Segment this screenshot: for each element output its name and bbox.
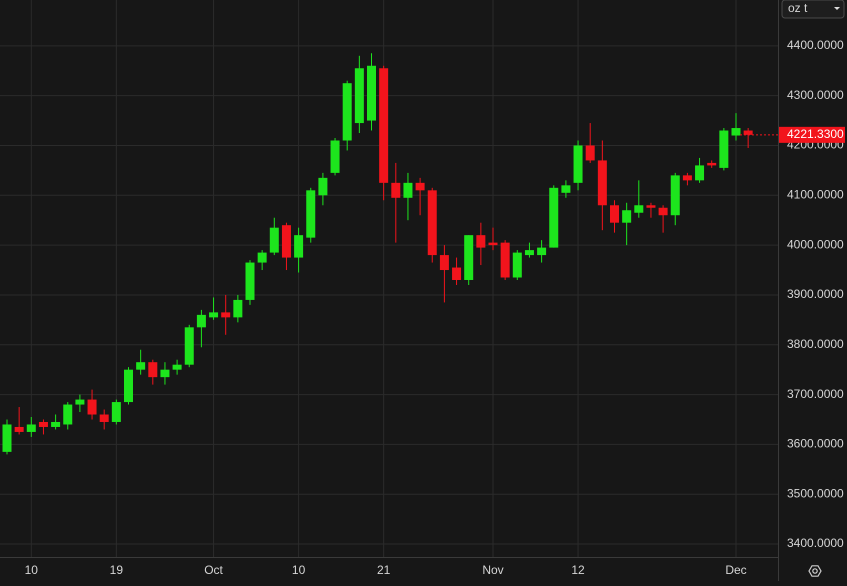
candle-body — [391, 182, 401, 198]
x-tick-label: Dec — [725, 563, 746, 577]
candle-body — [452, 267, 462, 280]
x-tick-label: 12 — [571, 563, 585, 577]
x-tick-label: 21 — [377, 563, 391, 577]
candle-body — [512, 252, 522, 278]
candle-body — [221, 312, 231, 318]
candle-body — [646, 205, 656, 208]
candle-body — [172, 364, 182, 370]
candle-body — [561, 185, 571, 193]
unit-dropdown[interactable]: oz t — [781, 0, 845, 19]
candle-body — [184, 327, 194, 365]
candle-body — [233, 299, 243, 318]
dropdown-arrow[interactable] — [834, 7, 840, 10]
candle-body — [537, 247, 547, 256]
candle-body — [367, 65, 376, 121]
y-tick-label: 3500.0000 — [787, 486, 844, 500]
candle-body — [585, 145, 595, 161]
candle-body — [63, 404, 73, 425]
y-tick-label: 4300.0000 — [787, 88, 844, 102]
candle-body — [695, 165, 705, 181]
x-tick-label: 10 — [25, 563, 39, 577]
candle-body — [26, 424, 36, 432]
candle-body — [549, 187, 559, 248]
candle-body — [14, 426, 24, 432]
candle-body — [464, 235, 474, 280]
candle-body — [354, 68, 364, 124]
candle-body — [136, 362, 146, 370]
x-tick-label: Oct — [204, 563, 223, 577]
candle-body — [38, 421, 48, 427]
y-tick-label: 3400.0000 — [787, 536, 844, 550]
candle-body — [257, 252, 267, 263]
candle-body — [427, 190, 437, 256]
candle-body — [294, 235, 304, 258]
settings-button[interactable] — [808, 565, 822, 577]
settings-icon[interactable] — [808, 565, 822, 577]
candle-body — [330, 140, 340, 173]
candle-body — [379, 68, 389, 183]
candle-body — [2, 424, 12, 452]
y-tick-label: 3700.0000 — [787, 387, 844, 401]
candle-body — [87, 399, 97, 415]
candle-body — [75, 399, 85, 405]
candle-body — [439, 255, 449, 271]
candle-body — [500, 242, 510, 278]
candle-body — [269, 227, 279, 253]
candle-body — [573, 145, 583, 183]
candle-body — [403, 182, 413, 198]
candle-body — [99, 414, 109, 422]
candle-body — [124, 369, 133, 403]
candle-body — [51, 421, 61, 427]
candle-body — [719, 130, 729, 168]
last-price-tag — [779, 126, 845, 143]
candle-body — [634, 205, 644, 213]
candle-body — [281, 225, 291, 258]
candle-body — [160, 369, 170, 378]
settings-icon-center[interactable] — [812, 568, 818, 574]
y-tick-label: 4000.0000 — [787, 237, 844, 251]
dropdown-label[interactable]: oz t — [788, 1, 808, 15]
candle-body — [415, 182, 425, 191]
y-tick-label: 3800.0000 — [787, 337, 844, 351]
candle-body — [209, 312, 219, 318]
dropdown-box[interactable] — [781, 0, 845, 19]
x-tick-label: 10 — [292, 563, 306, 577]
candle-body — [342, 83, 352, 141]
candle-body — [743, 130, 753, 135]
candle-body — [196, 314, 206, 328]
candle-body — [670, 175, 680, 216]
candle-body — [610, 205, 619, 223]
candle-body — [731, 128, 741, 136]
y-tick-label: 3600.0000 — [787, 437, 844, 451]
candle-body — [597, 160, 607, 206]
candle-body — [318, 177, 328, 196]
y-tick-label: 4100.0000 — [787, 187, 844, 201]
candle-body — [622, 210, 632, 223]
candle-body — [682, 175, 692, 181]
candle-body — [245, 262, 255, 300]
candle-body — [306, 190, 316, 238]
x-tick-label: 19 — [110, 563, 124, 577]
y-tick-label: 4400.0000 — [787, 38, 844, 52]
candle-body — [148, 362, 158, 378]
candle-body — [707, 162, 717, 166]
candle-body — [524, 250, 534, 256]
candle-body — [476, 235, 486, 248]
last-price-label: 4221.3300 — [787, 127, 844, 141]
candle-body — [488, 242, 498, 246]
candle-body — [111, 402, 121, 422]
candle-body — [658, 207, 668, 216]
x-tick-label: Nov — [482, 563, 503, 577]
y-tick-label: 3900.0000 — [787, 287, 844, 301]
